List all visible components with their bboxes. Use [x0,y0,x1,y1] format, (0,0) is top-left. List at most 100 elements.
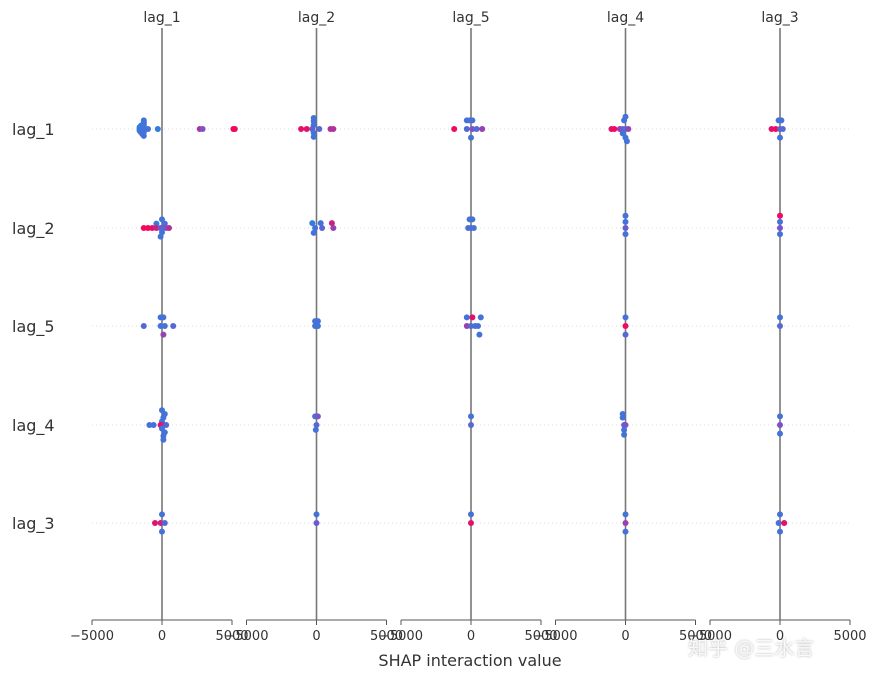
x-tick-label: −5000 [70,629,114,644]
point [330,126,337,132]
point [160,331,167,338]
column-title-lag_3: lag_3 [761,10,798,26]
point [469,314,476,321]
x-axis-label: SHAP interaction value [378,651,561,670]
point [317,220,324,227]
point [161,323,168,329]
point [619,414,626,421]
panel-lag_4: lag_4 −5000 0 5000 [534,10,713,644]
point [468,413,474,420]
panel-lag_1: lag_1 −5000 0 5000 [70,10,249,644]
column-title-lag_1: lag_1 [143,10,180,26]
point [469,126,476,132]
row-labels: lag_1 lag_2 lag_5 lag_4 lag_3 [12,120,55,534]
row-label-lag_4: lag_4 [12,416,55,436]
point [768,126,775,132]
point [622,231,629,238]
row-label-lag_5: lag_5 [12,317,55,337]
point [303,126,310,132]
point [469,216,476,223]
point [463,314,470,321]
row-label-lag_1: lag_1 [12,120,55,140]
point [328,220,335,227]
point [319,225,326,231]
point [312,426,319,433]
point [313,511,320,518]
point [475,323,481,329]
point [479,126,486,132]
point [310,133,317,140]
point [140,225,147,231]
point [163,422,170,428]
point [298,126,305,132]
point [153,225,160,231]
point [468,520,474,526]
point [152,520,158,526]
point [625,126,632,132]
point [157,233,164,240]
point [621,431,628,438]
x-tick-label: 5000 [524,629,557,644]
point [781,520,788,526]
point [622,314,629,321]
point [473,126,480,132]
point [313,520,320,526]
watermark: 知乎 @三水言 [688,636,815,660]
point [159,511,165,518]
point [775,520,782,526]
x-tick-label: 0 [312,629,320,644]
x-tick-label: 5000 [679,629,712,644]
point [622,225,629,231]
point [313,422,320,428]
point [777,528,783,535]
x-tick-label: 0 [621,629,629,644]
x-tick-label: 0 [467,629,475,644]
point [159,528,165,535]
point [622,212,629,219]
point [468,511,474,518]
x-tick-label: 0 [158,629,166,644]
point [149,225,156,231]
column-title-lag_4: lag_4 [607,10,644,26]
point [316,126,323,132]
point [160,436,167,443]
point [470,225,477,231]
point [777,314,783,321]
x-tick-label: −5000 [688,629,732,644]
point [777,225,783,231]
point [772,126,779,132]
point [310,229,317,236]
row-label-lag_3: lag_3 [12,514,55,534]
panel-lag_5: lag_5 −5000 0 5000 [379,10,558,644]
point [161,520,168,526]
point [314,323,321,329]
point [314,318,321,325]
point [622,422,629,428]
point [477,314,484,321]
x-tick-label: −5000 [225,629,269,644]
x-tick-label: 5000 [215,629,248,644]
point [777,511,783,518]
point [150,422,157,428]
point [312,225,319,231]
point [140,132,147,139]
point [468,134,474,141]
point [622,520,629,526]
point [160,314,167,321]
row-label-lag_2: lag_2 [12,219,55,239]
point [199,126,206,132]
point [451,126,458,132]
point [777,218,783,225]
point [330,225,337,231]
point [314,413,321,420]
point [777,430,783,437]
point [622,323,629,329]
x-tick-label: 0 [776,629,784,644]
point [778,117,785,124]
point [468,422,474,428]
point [622,511,629,518]
point [622,331,629,338]
panel-lag_2: lag_2 −5000 0 5000 [225,10,404,644]
point [154,126,161,132]
